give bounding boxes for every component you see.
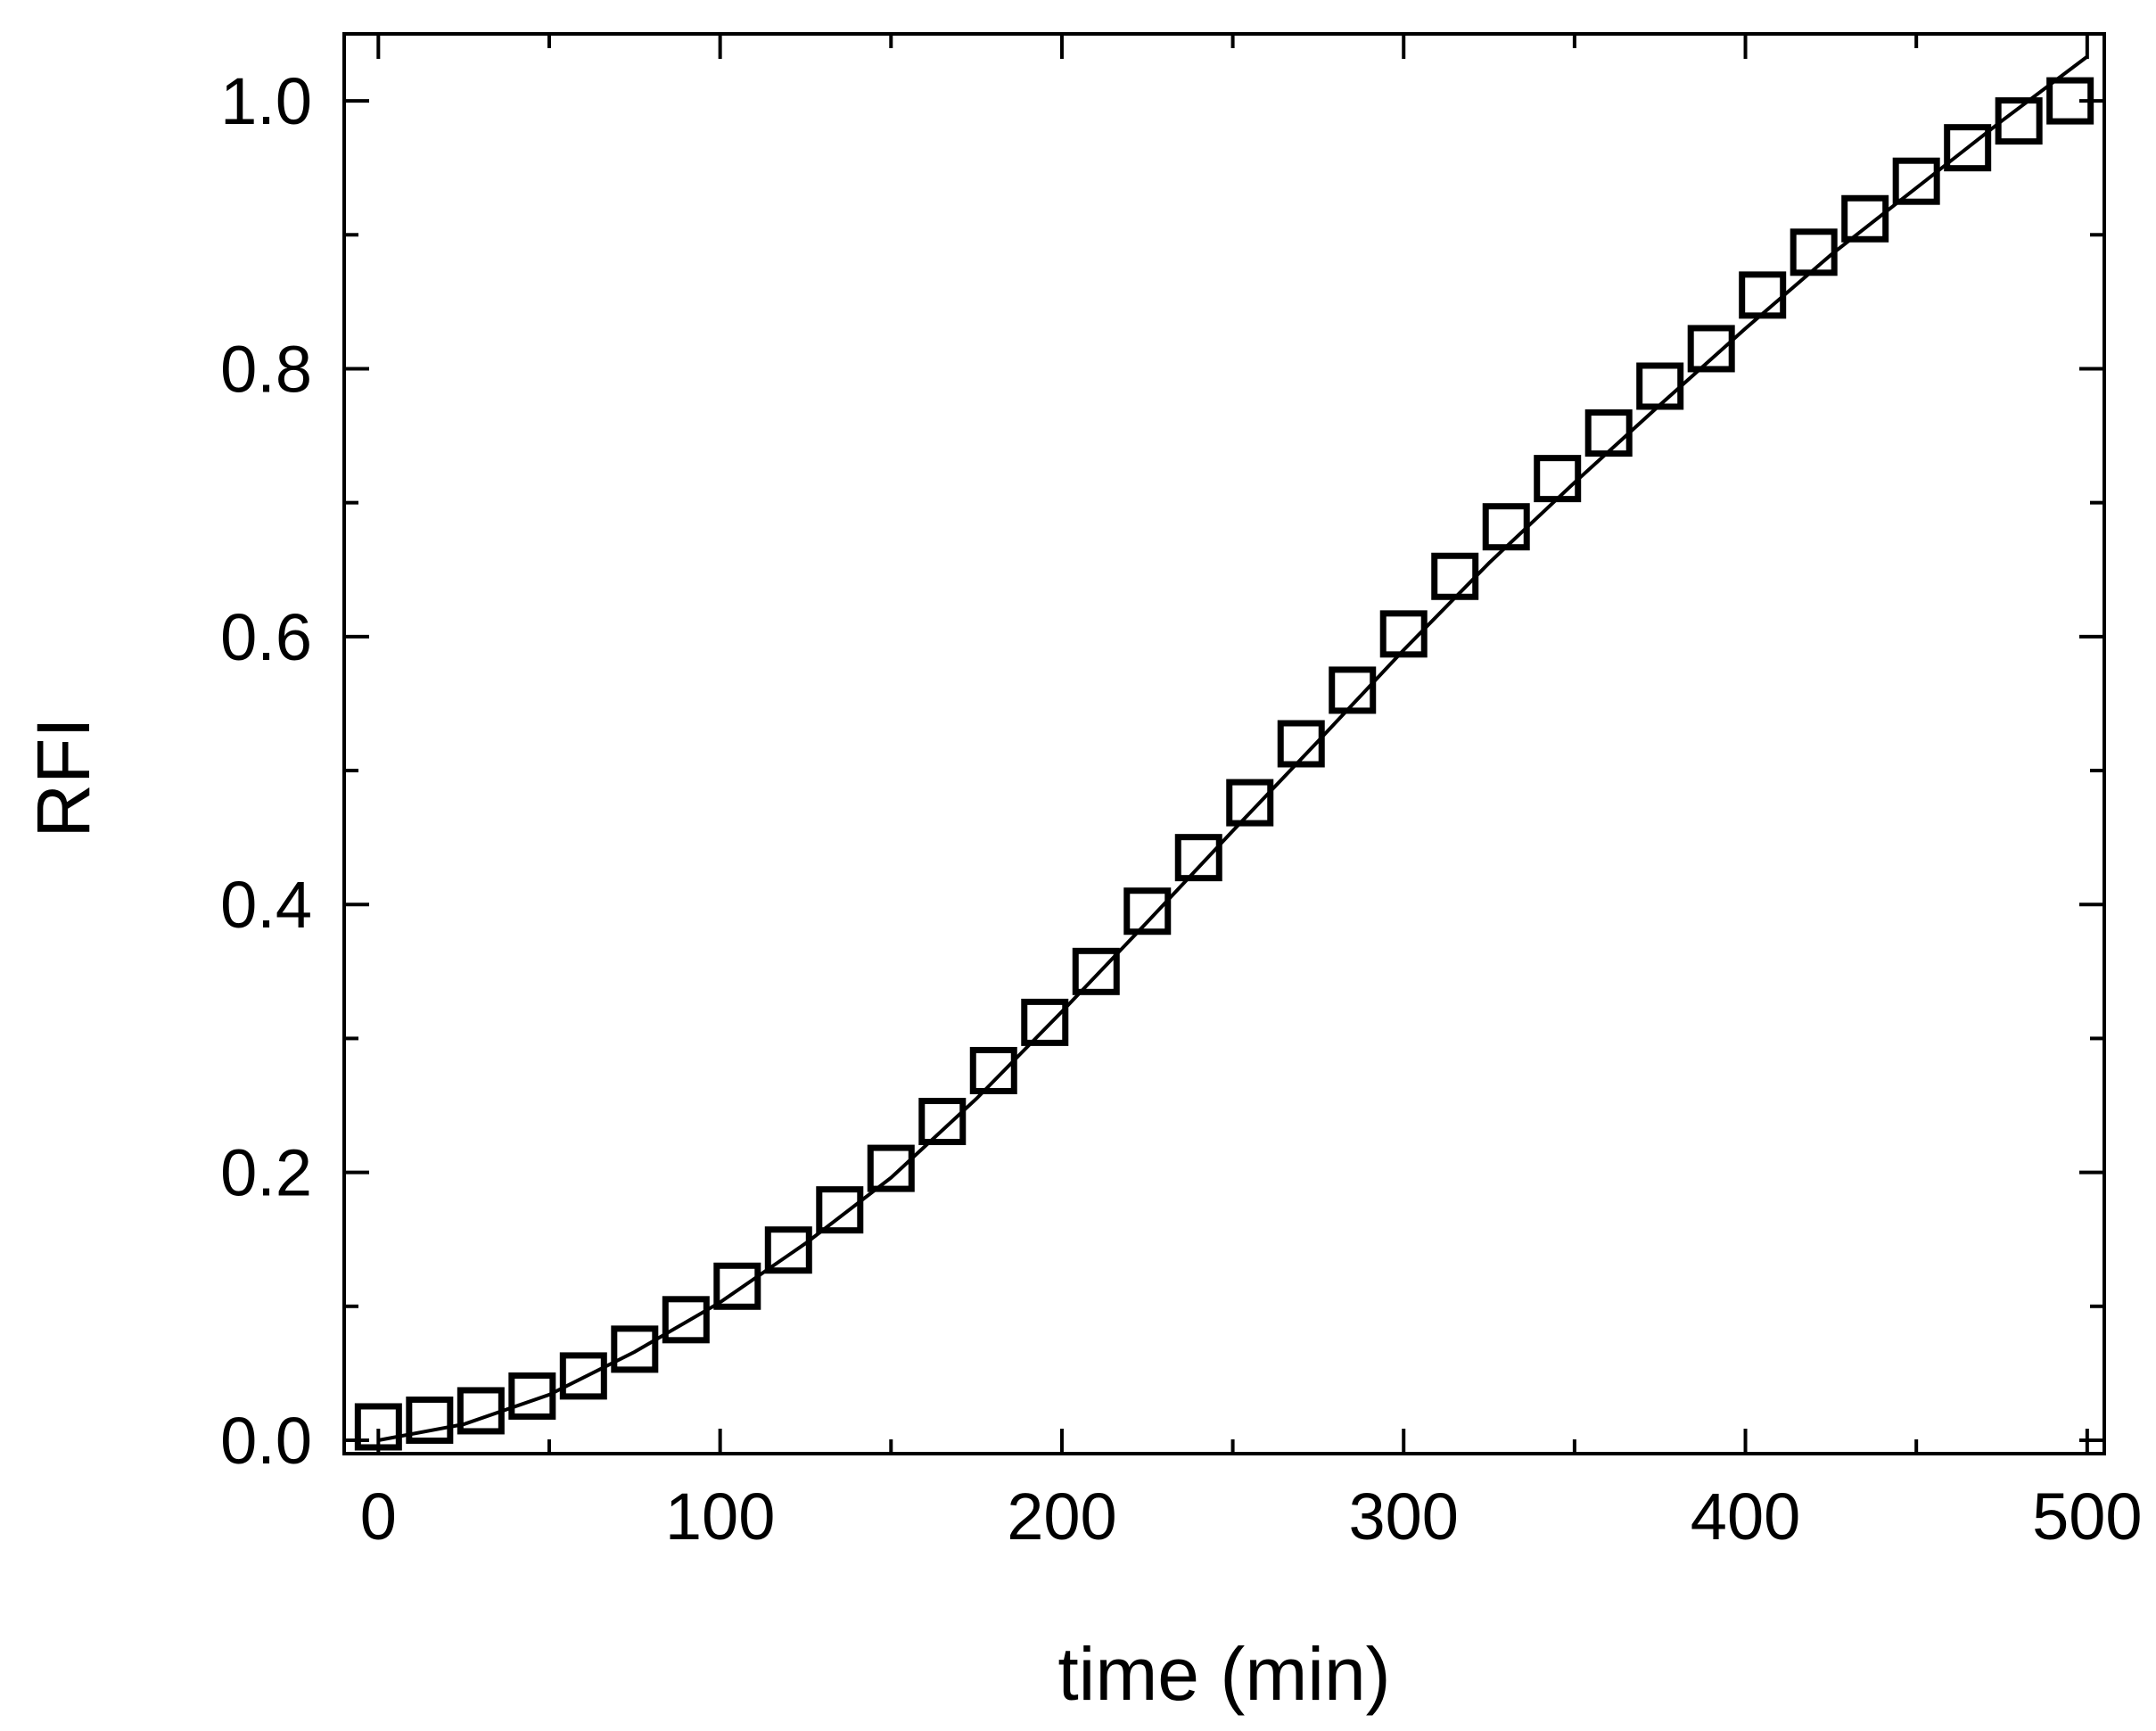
data-point-marker [457, 1387, 505, 1435]
y-tick-label: 1.0 [220, 64, 312, 138]
data-point-marker [1379, 610, 1428, 658]
axis-ticks [344, 34, 2104, 1454]
data-point-marker [1123, 887, 1172, 936]
y-tick-label: 0.8 [220, 332, 312, 406]
x-tick-label: 300 [1348, 1480, 1458, 1554]
tick-labels: 0 100 200 300 400 500 0.0 0.2 0.4 0.6 0.8 1.0 [220, 64, 2142, 1554]
data-point-marker [1329, 666, 1377, 714]
data-point-marker [969, 1046, 1017, 1094]
data-point-marker [867, 1144, 915, 1192]
fit-curve [377, 54, 2089, 1442]
data-points [354, 77, 2094, 1451]
y-tick-label: 0.0 [220, 1404, 312, 1478]
y-tick-label: 0.2 [220, 1136, 312, 1210]
x-axis-title: time (min) [1057, 1632, 1390, 1716]
data-point-marker [816, 1186, 864, 1234]
data-point-marker [764, 1226, 812, 1274]
data-point-marker [1021, 998, 1069, 1046]
data-point-marker [559, 1352, 607, 1400]
data-point-marker [1636, 362, 1684, 410]
data-point-marker [1277, 720, 1325, 768]
data-point-marker [1584, 409, 1633, 457]
data-point-marker [2046, 77, 2094, 125]
data-point-marker [1482, 503, 1530, 551]
data-point-marker [1226, 779, 1274, 827]
data-point-marker [1790, 228, 1838, 276]
data-point-marker [1892, 157, 1940, 205]
x-tick-label: 200 [1007, 1480, 1116, 1554]
data-point-marker [918, 1098, 967, 1146]
data-point-marker [1739, 271, 1787, 319]
data-point-marker [1687, 325, 1735, 373]
data-point-marker [1944, 124, 1992, 172]
data-point-marker [1534, 455, 1582, 503]
data-point-marker [713, 1262, 761, 1310]
data-point-marker [1431, 552, 1479, 600]
data-point-marker [508, 1372, 556, 1420]
data-point-marker [354, 1403, 402, 1451]
x-tick-label: 0 [360, 1480, 397, 1554]
x-tick-label: 500 [2032, 1480, 2142, 1554]
plot-frame [342, 32, 2106, 1455]
data-point-marker [611, 1325, 659, 1373]
data-point-marker [662, 1296, 710, 1344]
data-point-marker [1174, 834, 1222, 882]
y-tick-label: 0.6 [220, 600, 312, 674]
data-point-marker [406, 1396, 454, 1444]
y-axis-title: RFI [21, 717, 105, 837]
data-point-marker [1841, 194, 1889, 243]
data-point-marker [1072, 947, 1120, 995]
y-tick-label: 0.4 [220, 868, 312, 942]
x-tick-label: 100 [665, 1480, 775, 1554]
x-tick-label: 400 [1691, 1480, 1800, 1554]
data-point-marker [1995, 97, 2043, 145]
